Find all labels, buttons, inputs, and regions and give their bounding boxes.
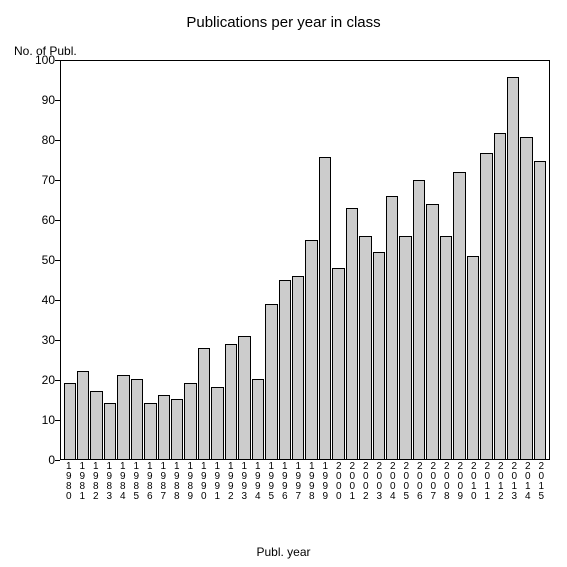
x-tick-label: 2007 xyxy=(427,462,441,502)
x-tick-label: 1998 xyxy=(305,462,319,502)
x-tick-label: 2013 xyxy=(508,462,522,502)
x-tick-label: 2011 xyxy=(481,462,495,502)
bar xyxy=(104,403,116,459)
x-tick-label: 2001 xyxy=(346,462,360,502)
x-tick-label: 1980 xyxy=(62,462,76,502)
x-labels-group: 1980198119821983198419851986198719881989… xyxy=(60,462,550,502)
x-tick-label: 1981 xyxy=(76,462,90,502)
x-tick-label: 2010 xyxy=(467,462,481,502)
bar xyxy=(426,204,438,459)
x-tick-label: 1990 xyxy=(197,462,211,502)
x-tick-label: 1989 xyxy=(184,462,198,502)
x-tick-label: 1993 xyxy=(238,462,252,502)
y-tick-label: 40 xyxy=(25,293,55,307)
x-tick-label: 1996 xyxy=(278,462,292,502)
y-tick-mark xyxy=(55,460,60,461)
bar xyxy=(480,153,492,459)
bar xyxy=(77,371,89,459)
x-tick-label: 1994 xyxy=(251,462,265,502)
bar xyxy=(399,236,411,459)
x-axis-label: Publ. year xyxy=(0,545,567,559)
y-tick-label: 0 xyxy=(25,453,55,467)
x-tick-label: 1983 xyxy=(103,462,117,502)
x-tick-label: 1988 xyxy=(170,462,184,502)
x-tick-label: 1995 xyxy=(265,462,279,502)
bar xyxy=(359,236,371,459)
y-tick-label: 60 xyxy=(25,213,55,227)
x-tick-label: 2000 xyxy=(332,462,346,502)
x-tick-label: 2005 xyxy=(400,462,414,502)
y-tick-label: 90 xyxy=(25,93,55,107)
x-tick-label: 2002 xyxy=(359,462,373,502)
bars-group xyxy=(61,61,549,459)
bar xyxy=(64,383,76,459)
x-tick-label: 2003 xyxy=(373,462,387,502)
bar xyxy=(90,391,102,459)
x-tick-label: 2014 xyxy=(521,462,535,502)
chart-container: Publications per year in class No. of Pu… xyxy=(0,0,567,567)
bar xyxy=(144,403,156,459)
x-tick-label: 1985 xyxy=(130,462,144,502)
bar xyxy=(507,77,519,459)
bar xyxy=(319,157,331,459)
bar xyxy=(158,395,170,459)
y-tick-label: 50 xyxy=(25,253,55,267)
y-tick-label: 20 xyxy=(25,373,55,387)
x-tick-label: 2015 xyxy=(535,462,549,502)
bar xyxy=(440,236,452,459)
bar xyxy=(534,161,546,460)
x-tick-label: 1982 xyxy=(89,462,103,502)
plot-area xyxy=(60,60,550,460)
bar xyxy=(252,379,264,459)
bar xyxy=(184,383,196,459)
bar xyxy=(238,336,250,459)
x-tick-label: 1984 xyxy=(116,462,130,502)
x-tick-label: 1987 xyxy=(157,462,171,502)
bar xyxy=(292,276,304,459)
bar xyxy=(467,256,479,459)
bar xyxy=(279,280,291,459)
bar xyxy=(225,344,237,459)
bar xyxy=(413,180,425,459)
x-tick-label: 2009 xyxy=(454,462,468,502)
x-tick-label: 2012 xyxy=(494,462,508,502)
bar xyxy=(117,375,129,459)
x-tick-label: 1999 xyxy=(319,462,333,502)
bar xyxy=(332,268,344,459)
y-tick-label: 70 xyxy=(25,173,55,187)
y-tick-label: 10 xyxy=(25,413,55,427)
x-tick-label: 1991 xyxy=(211,462,225,502)
bar xyxy=(373,252,385,459)
x-tick-label: 2006 xyxy=(413,462,427,502)
bar xyxy=(346,208,358,459)
x-tick-label: 1986 xyxy=(143,462,157,502)
bar xyxy=(494,133,506,459)
bar xyxy=(520,137,532,459)
x-tick-label: 1992 xyxy=(224,462,238,502)
bar xyxy=(211,387,223,459)
x-tick-label: 2004 xyxy=(386,462,400,502)
chart-title: Publications per year in class xyxy=(0,14,567,31)
x-tick-label: 2008 xyxy=(440,462,454,502)
y-tick-label: 30 xyxy=(25,333,55,347)
bar xyxy=(131,379,143,459)
y-tick-label: 80 xyxy=(25,133,55,147)
bar xyxy=(171,399,183,459)
bar xyxy=(265,304,277,459)
bar xyxy=(453,172,465,459)
bar xyxy=(386,196,398,459)
bar xyxy=(305,240,317,459)
bar xyxy=(198,348,210,459)
y-tick-label: 100 xyxy=(25,53,55,67)
x-tick-label: 1997 xyxy=(292,462,306,502)
